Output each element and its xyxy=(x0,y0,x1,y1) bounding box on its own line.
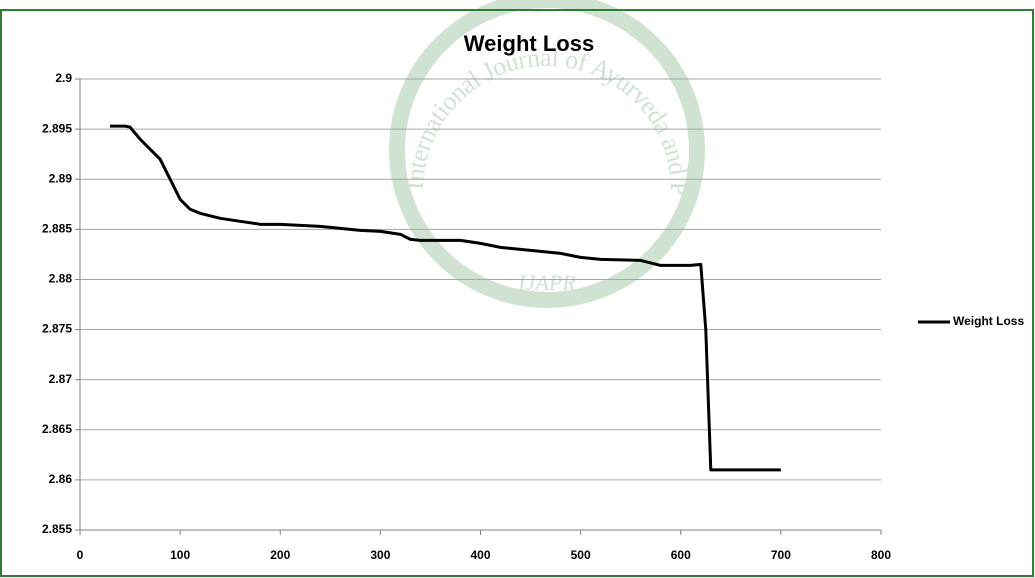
chart-title: Weight Loss xyxy=(464,31,594,56)
y-tick-label: 2.86 xyxy=(49,472,73,486)
y-tick-label: 2.88 xyxy=(49,272,73,286)
x-tick-label: 0 xyxy=(77,548,84,562)
y-tick-label: 2.87 xyxy=(49,372,73,386)
x-tick-label: 400 xyxy=(470,548,490,562)
y-tick-label: 2.895 xyxy=(42,121,72,135)
x-tick-label: 200 xyxy=(270,548,290,562)
watermark-center: IJAPR xyxy=(517,270,576,295)
y-tick-label: 2.865 xyxy=(42,422,72,436)
y-tick-label: 2.875 xyxy=(42,322,72,336)
x-tick-label: 300 xyxy=(370,548,390,562)
chart: International Journal of Ayurveda and Ph… xyxy=(0,0,1035,578)
y-tick-label: 2.885 xyxy=(42,222,72,236)
x-tick-label: 500 xyxy=(571,548,591,562)
y-tick-label: 2.9 xyxy=(55,71,72,85)
y-tick-label: 2.89 xyxy=(49,171,73,185)
x-tick-label: 100 xyxy=(170,548,190,562)
legend-label: Weight Loss xyxy=(953,314,1024,328)
x-tick-label: 600 xyxy=(671,548,691,562)
x-tick-label: 700 xyxy=(771,548,791,562)
x-tick-label: 800 xyxy=(871,548,891,562)
y-tick-label: 2.855 xyxy=(42,522,72,536)
